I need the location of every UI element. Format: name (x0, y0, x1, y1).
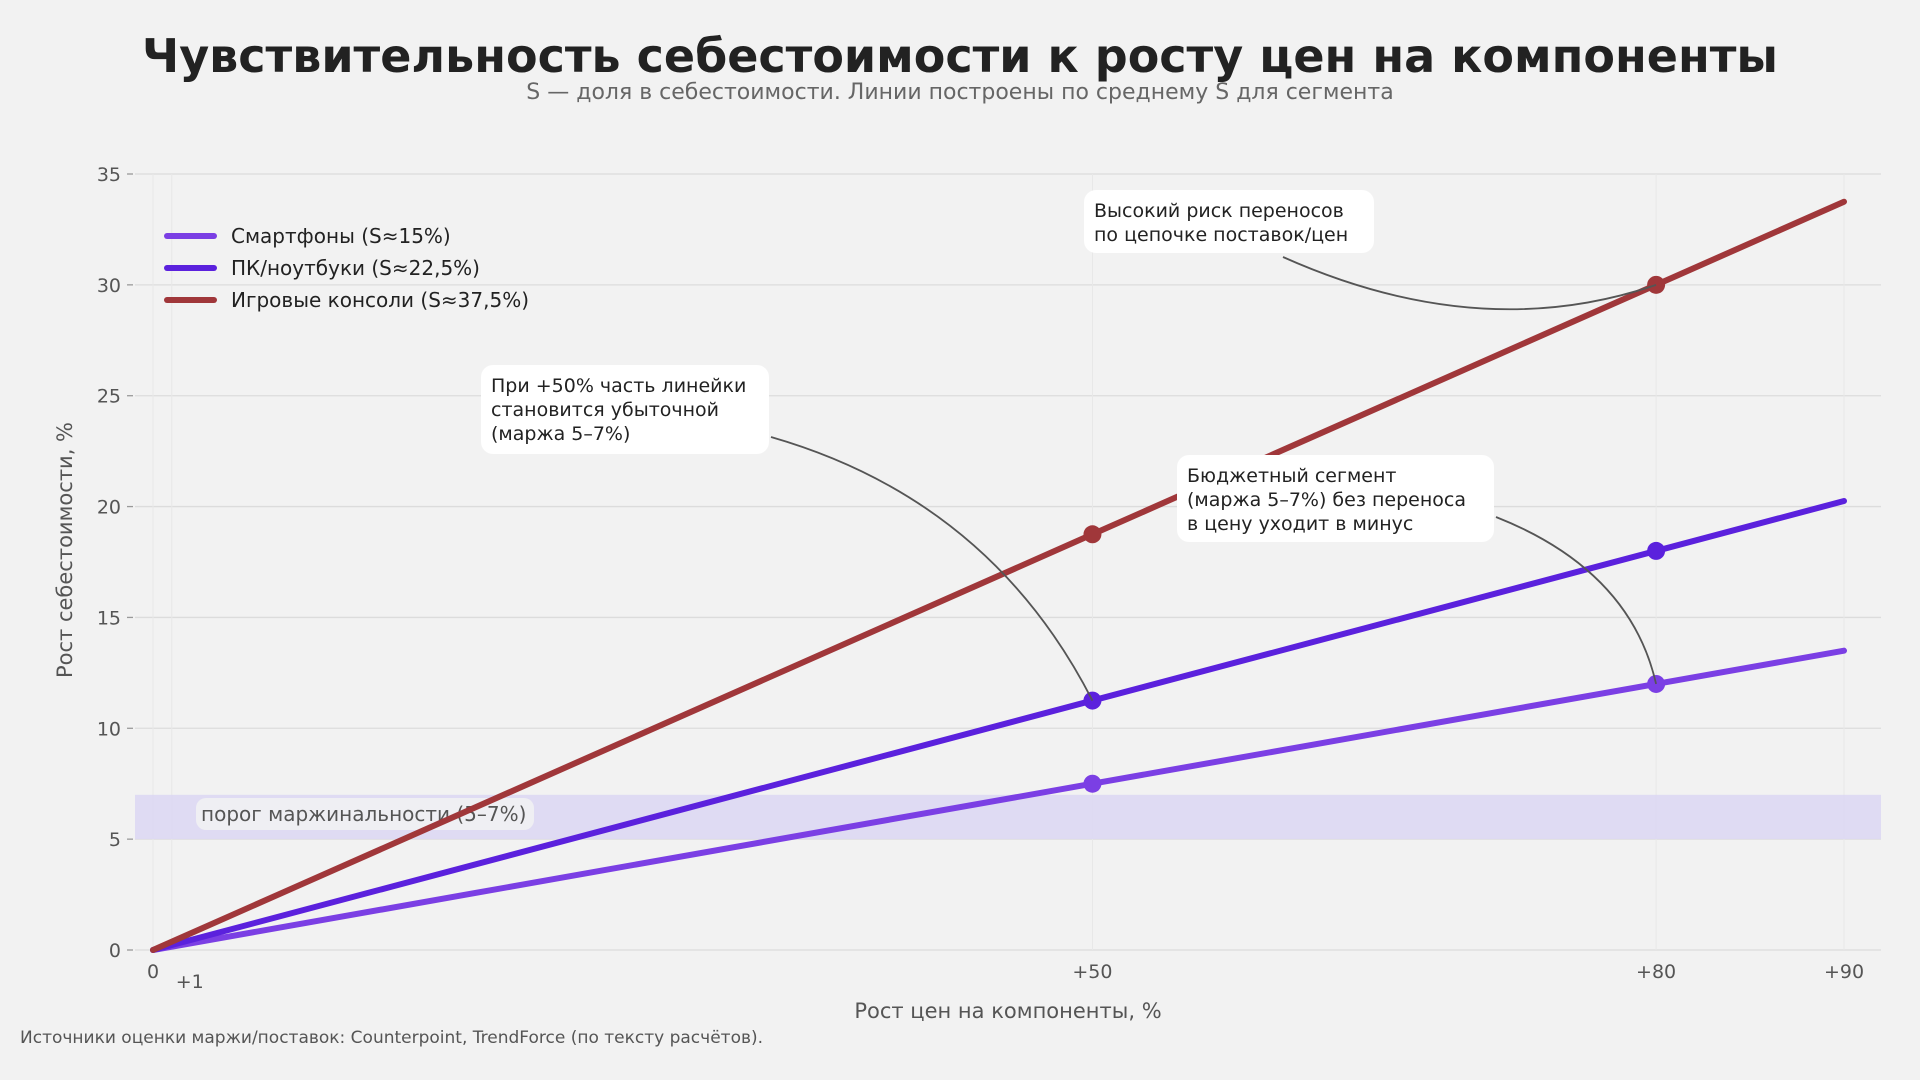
series-line (150, 647, 1847, 953)
x-tick-label: +50 (1072, 961, 1112, 983)
legend-label: ПК/ноутбуки (S≈22,5%) (231, 256, 480, 280)
annotation-box (1084, 190, 1374, 253)
x-tick-label: +90 (1824, 961, 1864, 983)
y-tick-label: 0 (109, 940, 121, 962)
annotation-text: Высокий риск переносов (1094, 200, 1344, 222)
y-tick-label: 30 (97, 275, 121, 297)
y-tick-label: 5 (109, 829, 121, 851)
chart-subtitle: S — доля в себестоимости. Линии построен… (526, 80, 1393, 105)
annotation-text: становится убыточной (491, 399, 719, 421)
y-tick-label: 15 (97, 607, 121, 629)
series-lines (150, 198, 1847, 953)
annotation-text: в цену уходит в минус (1187, 513, 1413, 535)
y-tick-label: 35 (97, 164, 121, 186)
legend: Смартфоны (S≈15%) ПК/ноутбуки (S≈22,5%) Иг… (164, 224, 529, 312)
footnote: Источники оценки маржи/поставок: Counter… (20, 1028, 763, 1048)
data-point (1083, 525, 1102, 544)
y-tick-label: 20 (97, 497, 121, 519)
x-axis-label: Рост цен на компоненты, % (854, 999, 1161, 1023)
y-tick-label: 25 (97, 386, 121, 408)
annotation-text: Бюджетный сегмент (1187, 465, 1396, 487)
series-line (150, 198, 1847, 953)
y-axis-label: Рост себестоимости, % (53, 422, 77, 678)
x-tick-label: 0 (147, 961, 159, 983)
data-point (1647, 541, 1666, 560)
legend-label: Игровые консоли (S≈37,5%) (231, 288, 529, 312)
series-line (150, 498, 1847, 953)
annotation-text: (маржа 5–7%) (491, 423, 630, 445)
annotation-box (1177, 455, 1494, 542)
y-tick-label: 10 (97, 718, 121, 740)
x-tick-label: +80 (1636, 961, 1676, 983)
data-point (1083, 774, 1102, 793)
x-tick-label: +1 (176, 971, 204, 993)
annotation-box (481, 365, 769, 454)
ticks: 0 5 10 15 20 25 30 35 0 +1 +50 +80 +90 (97, 164, 1864, 993)
legend-label: Смартфоны (S≈15%) (231, 224, 451, 248)
annotation-text: по цепочке поставок/цен (1094, 224, 1348, 246)
annotation-arrow (1495, 516, 1657, 685)
chart-title: Чувствительность себестоимости к росту ц… (142, 29, 1778, 83)
grid (135, 173, 1881, 951)
annotation-arrow (770, 436, 1094, 701)
annotation-arrow (1282, 256, 1657, 311)
annotation-text: При +50% часть линейки (491, 375, 746, 397)
annotation-text: (маржа 5–7%) без переноса (1187, 489, 1466, 511)
